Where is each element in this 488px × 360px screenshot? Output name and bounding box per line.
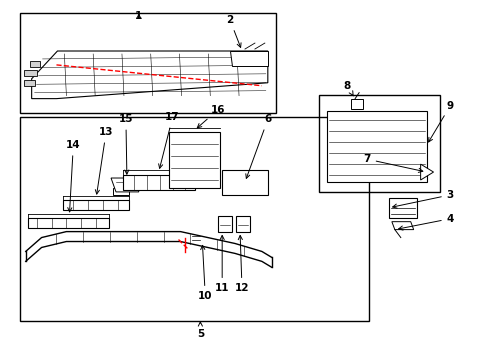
Bar: [388, 198, 416, 218]
Polygon shape: [420, 164, 433, 180]
Text: 8: 8: [343, 81, 353, 96]
Polygon shape: [113, 188, 129, 195]
Bar: [20, 13, 275, 113]
Text: 16: 16: [197, 104, 225, 128]
Text: 9: 9: [427, 100, 453, 142]
Text: 5: 5: [196, 322, 203, 339]
Text: 10: 10: [198, 246, 212, 301]
Polygon shape: [391, 222, 413, 230]
Polygon shape: [28, 218, 109, 228]
Bar: [218, 216, 232, 231]
Bar: [418, 130, 426, 170]
Polygon shape: [111, 178, 139, 192]
Text: 17: 17: [158, 112, 180, 168]
Polygon shape: [168, 132, 220, 188]
Bar: [20, 117, 368, 321]
Text: 14: 14: [66, 140, 81, 212]
Polygon shape: [230, 51, 267, 66]
Text: 6: 6: [245, 114, 271, 178]
Bar: [350, 99, 362, 109]
Bar: [326, 130, 335, 170]
Polygon shape: [326, 111, 426, 182]
Text: 12: 12: [234, 235, 249, 293]
Text: 13: 13: [95, 127, 113, 194]
Polygon shape: [32, 51, 267, 99]
Text: 11: 11: [215, 235, 229, 293]
Text: 3: 3: [392, 190, 453, 208]
Text: 1: 1: [135, 11, 142, 21]
Text: 7: 7: [363, 154, 422, 172]
Polygon shape: [30, 61, 40, 67]
Polygon shape: [63, 200, 129, 210]
Polygon shape: [122, 175, 195, 190]
Polygon shape: [24, 70, 37, 76]
Polygon shape: [222, 170, 267, 195]
Polygon shape: [24, 80, 35, 86]
Text: 4: 4: [398, 214, 453, 230]
Bar: [319, 95, 440, 192]
Text: 2: 2: [226, 15, 241, 48]
Bar: [236, 216, 249, 231]
Text: 15: 15: [119, 114, 133, 174]
